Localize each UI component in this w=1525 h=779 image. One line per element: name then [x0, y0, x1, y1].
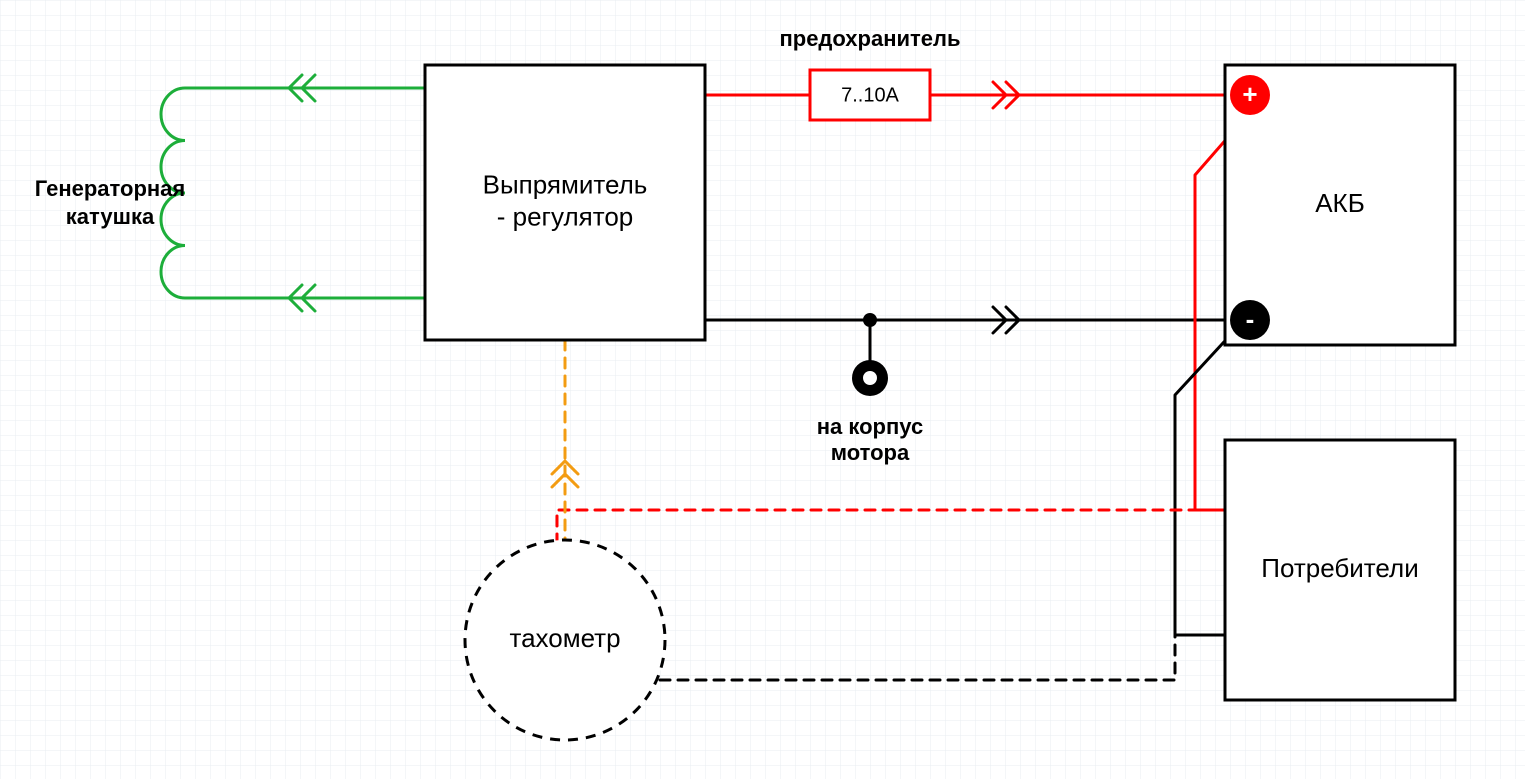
motor-ground-label: на корпус [817, 414, 923, 439]
junction-dot [863, 313, 877, 327]
battery-box-label: АКБ [1315, 188, 1365, 218]
terminal-plus-glyph: + [1242, 79, 1257, 109]
fuse-value: 7..10A [841, 84, 899, 106]
fuse-label: предохранитель [779, 26, 960, 51]
tachometer-label: тахометр [509, 623, 620, 653]
coil-label: Генераторная [35, 176, 186, 201]
ground-ring-hole [863, 371, 877, 385]
consumers-box-label: Потребители [1261, 553, 1418, 583]
coil-label: катушка [66, 204, 155, 229]
terminal-minus-glyph: - [1246, 304, 1255, 334]
rectifier-box-label: Выпрямитель [483, 169, 648, 199]
rectifier-box-label: - регулятор [497, 201, 634, 231]
motor-ground-label: мотора [831, 440, 910, 465]
